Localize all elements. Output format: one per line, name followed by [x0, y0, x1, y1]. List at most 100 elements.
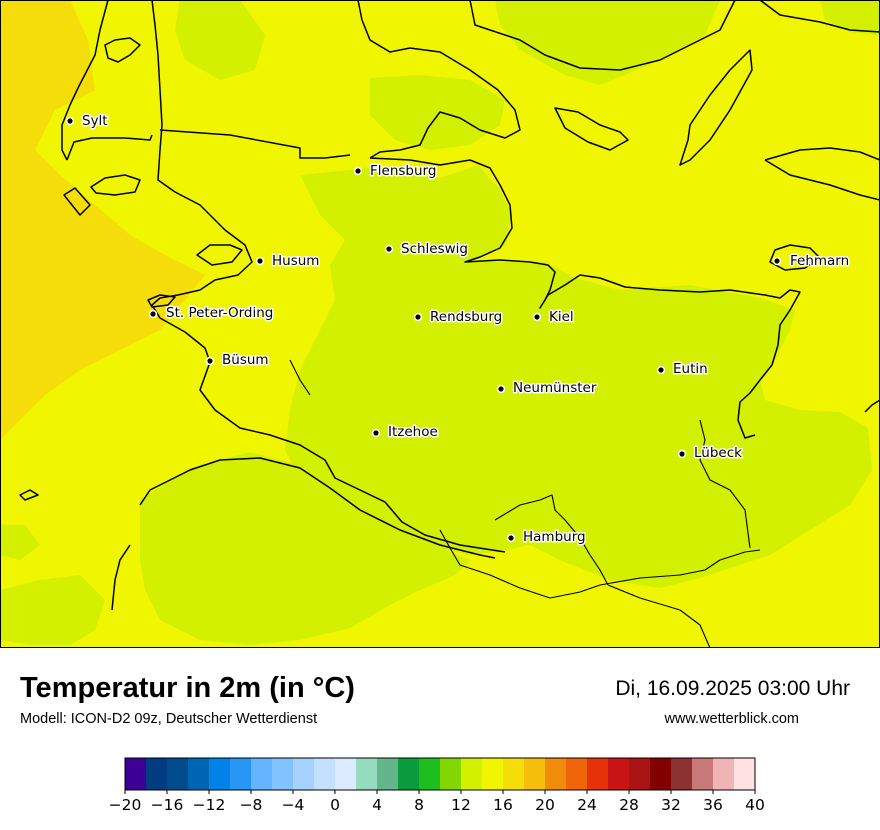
- legend-tick-label: 40: [745, 796, 765, 814]
- city-label: Neumünster: [513, 380, 597, 396]
- city-label: Büsum: [222, 352, 269, 368]
- city-eutin: Eutin: [656, 360, 709, 379]
- city-label: Itzehoe: [388, 424, 438, 440]
- city-label: Schleswig: [401, 241, 468, 257]
- legend-swatch: [230, 758, 252, 790]
- city-dot: [384, 244, 394, 254]
- legend-swatch: [545, 758, 567, 790]
- legend-tick-label: −20: [109, 796, 142, 814]
- legend-swatch: [440, 758, 462, 790]
- city-dot: [371, 428, 381, 438]
- legend-swatch: [524, 758, 546, 790]
- city-label: Eutin: [673, 361, 708, 377]
- forecast-datetime: Di, 16.09.2025 03:00 Uhr: [615, 677, 850, 700]
- city-label: Husum: [272, 253, 319, 269]
- city-dot: [148, 309, 158, 319]
- temperature-field-14-16-main: [285, 165, 872, 588]
- legend-tick-label: 4: [372, 796, 382, 814]
- city-dot: [677, 449, 687, 459]
- legend-swatch: [335, 758, 357, 790]
- city-dot: [656, 365, 666, 375]
- legend-tick-label: 36: [703, 796, 723, 814]
- legend-tick-label: −4: [282, 796, 305, 814]
- temperature-field-14-16-angeln: [370, 75, 505, 150]
- city-dot: [772, 256, 782, 266]
- temperature-field-18-20: [0, 0, 205, 440]
- legend-swatch: [650, 758, 672, 790]
- legend-swatch: [188, 758, 210, 790]
- city-sylt: Sylt: [65, 112, 109, 131]
- legend-swatch: [692, 758, 714, 790]
- legend-swatch: [734, 758, 756, 790]
- legend-swatch: [398, 758, 420, 790]
- city-label: Lübeck: [694, 445, 742, 461]
- city-busum: Büsum: [205, 351, 270, 370]
- legend-tick-label: 20: [535, 796, 555, 814]
- city-label: Flensburg: [370, 163, 436, 179]
- city-schleswig: Schleswig: [384, 240, 470, 259]
- legend-swatch: [713, 758, 735, 790]
- temperature-field-14-16-southwest: [0, 525, 40, 560]
- city-dot: [413, 312, 423, 322]
- city-label: Hamburg: [523, 529, 586, 545]
- temperature-field-14-16-sw2: [0, 575, 105, 645]
- legend-tick-label: 8: [414, 796, 424, 814]
- legend-swatch: [314, 758, 336, 790]
- city-dot: [205, 356, 215, 366]
- city-flensburg: Flensburg: [353, 162, 438, 181]
- legend-swatch: [125, 758, 147, 790]
- legend-swatch: [671, 758, 693, 790]
- city-neumunster: Neumünster: [496, 379, 598, 398]
- city-lubeck: Lübeck: [677, 444, 744, 463]
- legend-swatch: [482, 758, 504, 790]
- legend-tick-label: 28: [619, 796, 639, 814]
- city-dot: [506, 533, 516, 543]
- city-label: Sylt: [82, 113, 108, 129]
- legend-tick-label: 12: [451, 796, 471, 814]
- legend-swatches: [125, 758, 756, 790]
- legend-swatch: [272, 758, 294, 790]
- legend-tick-label: 32: [661, 796, 681, 814]
- legend-swatch: [629, 758, 651, 790]
- city-label: Fehmarn: [790, 253, 849, 269]
- legend-swatch: [503, 758, 525, 790]
- coastlines: [19, 0, 880, 611]
- city-markers: Sylt Flensburg Schleswig Husum Fehmarn S…: [65, 112, 851, 547]
- legend-swatch: [377, 758, 399, 790]
- legend-swatch: [566, 758, 588, 790]
- legend-swatch: [251, 758, 273, 790]
- legend-tick-label: −8: [240, 796, 263, 814]
- website-link[interactable]: www.wetterblick.com: [664, 711, 799, 727]
- legend-swatch: [461, 758, 483, 790]
- city-st-peter-ording: St. Peter-Ording: [148, 304, 275, 323]
- legend-swatch: [587, 758, 609, 790]
- map-title: Temperatur in 2m (in °C): [20, 672, 355, 704]
- legend-tick-label: 24: [577, 796, 597, 814]
- temperature-field-14-16-north: [495, 0, 720, 85]
- city-husum: Husum: [255, 252, 321, 271]
- legend-swatch: [146, 758, 168, 790]
- city-dot: [532, 312, 542, 322]
- legend-tick-label: 0: [330, 796, 340, 814]
- legend-swatch: [608, 758, 630, 790]
- temperature-field-14-16-mid: [175, 0, 265, 80]
- city-label: St. Peter-Ording: [166, 305, 273, 321]
- legend-ticks: −20 −16 −12 −8 −4 0 4 8 12 16 20 24 28 32 36 40: [109, 790, 765, 814]
- city-dot: [353, 166, 363, 176]
- city-dot: [496, 384, 506, 394]
- city-label: Rendsburg: [430, 309, 502, 325]
- city-hamburg: Hamburg: [506, 528, 587, 547]
- model-source: Modell: ICON-D2 09z, Deutscher Wetterdie…: [20, 711, 318, 727]
- legend-tick-label: −16: [151, 796, 184, 814]
- legend-swatch: [419, 758, 441, 790]
- temperature-field-14-16-northeast: [820, 0, 880, 35]
- legend-swatch: [167, 758, 189, 790]
- color-legend: −20 −16 −12 −8 −4 0 4 8 12 16 20 24 28 32 36 40: [109, 757, 765, 814]
- city-kiel: Kiel: [532, 308, 575, 327]
- city-itzehoe: Itzehoe: [371, 423, 439, 442]
- city-fehmarn: Fehmarn: [772, 252, 851, 271]
- legend-swatch: [356, 758, 378, 790]
- temperature-field-14-16-south: [140, 452, 470, 645]
- city-rendsburg: Rendsburg: [413, 308, 504, 327]
- city-dot: [255, 256, 265, 266]
